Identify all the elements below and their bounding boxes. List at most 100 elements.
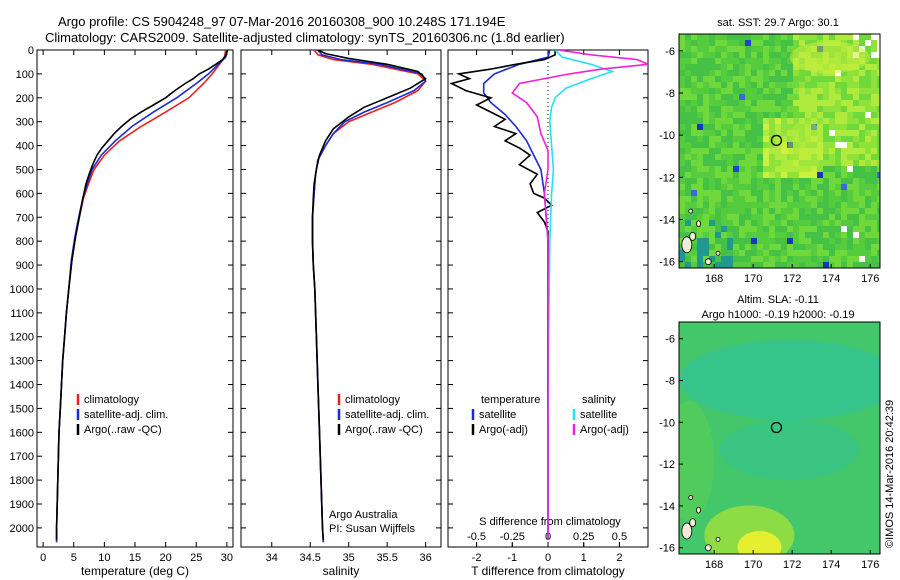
sst-cell bbox=[877, 238, 880, 244]
sst-cell bbox=[763, 112, 769, 118]
sst-cell bbox=[823, 34, 829, 40]
sst-cell bbox=[769, 208, 775, 214]
sst-cell bbox=[715, 142, 721, 148]
difference-legend-temp-argo-label: Argo(-adj) bbox=[479, 424, 528, 436]
sst-cell bbox=[793, 202, 799, 208]
sst-cell bbox=[823, 76, 829, 82]
sst-cell bbox=[703, 208, 709, 214]
sst-cell bbox=[805, 172, 811, 178]
sst-cell bbox=[865, 232, 871, 238]
sst-cell bbox=[787, 250, 793, 256]
sst-cell bbox=[715, 94, 721, 100]
sst-cell bbox=[763, 250, 769, 256]
sst-cell bbox=[805, 208, 811, 214]
sst-cell bbox=[739, 142, 745, 148]
sst-cell bbox=[721, 220, 727, 226]
island-shape bbox=[715, 250, 721, 256]
sst-cell bbox=[859, 172, 865, 178]
sst-cell bbox=[733, 232, 739, 238]
sst-cell bbox=[781, 130, 787, 136]
sst-cell bbox=[703, 70, 709, 76]
sst-cell bbox=[853, 196, 859, 202]
sst-cell bbox=[805, 262, 811, 268]
sla-map-title-line-2: Argo h1000: -0.19 h2000: -0.19 bbox=[702, 309, 855, 321]
sst-cell bbox=[871, 202, 877, 208]
sst-cell bbox=[853, 202, 859, 208]
sst-cell bbox=[805, 214, 811, 220]
sst-cell bbox=[847, 154, 853, 160]
sst-cell bbox=[847, 34, 853, 40]
sst-cell bbox=[703, 124, 709, 130]
sst-cell bbox=[727, 196, 733, 202]
sst-cell bbox=[751, 166, 757, 172]
sst-cell bbox=[739, 244, 745, 250]
sst-cell bbox=[727, 100, 733, 106]
island-shape bbox=[704, 258, 712, 266]
sst-cell bbox=[739, 100, 745, 106]
sst-cell bbox=[769, 190, 775, 196]
sst-cell bbox=[781, 142, 787, 148]
sst-cell bbox=[715, 130, 721, 136]
sst-cell bbox=[835, 196, 841, 202]
sst-warm-patch bbox=[787, 120, 824, 173]
sst-cell bbox=[859, 154, 865, 160]
sst-cell bbox=[871, 226, 877, 232]
sla-map-title-line-1: Altim. SLA: -0.11 bbox=[737, 294, 819, 306]
sst-cell bbox=[697, 100, 703, 106]
sst-cell bbox=[853, 226, 859, 232]
sst-cell bbox=[721, 112, 727, 118]
sst-cell bbox=[679, 190, 685, 196]
sst-cell bbox=[679, 148, 685, 154]
sst-cell bbox=[871, 100, 877, 106]
sst-cell bbox=[739, 94, 745, 100]
sst-cell bbox=[739, 160, 745, 166]
sst-cell bbox=[733, 220, 739, 226]
sst-cell bbox=[871, 238, 877, 244]
sst-cell bbox=[727, 82, 733, 88]
sst_map-x-tick-label: 174 bbox=[822, 273, 840, 285]
sst-cell bbox=[763, 130, 769, 136]
sst-cell bbox=[817, 88, 823, 94]
sst-cell bbox=[727, 52, 733, 58]
sst-cell bbox=[859, 184, 865, 190]
sst-cell bbox=[721, 64, 727, 70]
sst-cell bbox=[835, 262, 841, 268]
sst-cell bbox=[757, 58, 763, 64]
sst-cell bbox=[781, 208, 787, 214]
sst_map-x-tick-label: 172 bbox=[783, 273, 801, 285]
sst-cell bbox=[709, 124, 715, 130]
sst-cell bbox=[781, 58, 787, 64]
sst-cell bbox=[877, 136, 880, 142]
sst-cell bbox=[817, 244, 823, 250]
sst-cell bbox=[691, 220, 697, 226]
sst-cell bbox=[787, 82, 793, 88]
sst-cell bbox=[733, 112, 739, 118]
sst-cell bbox=[739, 208, 745, 214]
sst-cell bbox=[679, 94, 685, 100]
sst-cell bbox=[727, 112, 733, 118]
sst-cell bbox=[691, 262, 697, 268]
island-shape bbox=[704, 544, 712, 552]
sst-cell bbox=[859, 82, 865, 88]
sst-cell bbox=[733, 58, 739, 64]
sst-cell bbox=[865, 190, 871, 196]
sst-cell bbox=[877, 208, 880, 214]
sst-cell bbox=[691, 184, 697, 190]
sst-cell bbox=[763, 256, 769, 262]
sst-cell bbox=[799, 94, 805, 100]
temperature-legend-argo-label: Argo(..raw -QC) bbox=[84, 424, 162, 436]
sst-cell bbox=[817, 94, 823, 100]
sst-cell bbox=[823, 154, 829, 160]
sst-cell bbox=[751, 100, 757, 106]
sst-cell bbox=[703, 106, 709, 112]
sst-cell bbox=[799, 88, 805, 94]
sst-cell bbox=[853, 160, 859, 166]
sst-cell bbox=[787, 232, 793, 238]
sst-cell bbox=[745, 106, 751, 112]
sst-cell bbox=[733, 118, 739, 124]
sst-cell bbox=[793, 220, 799, 226]
sst-cell bbox=[823, 238, 829, 244]
sst-cell bbox=[829, 256, 835, 262]
sst_map-y-tick-label: -14 bbox=[659, 215, 675, 227]
sst-cell bbox=[847, 196, 853, 202]
